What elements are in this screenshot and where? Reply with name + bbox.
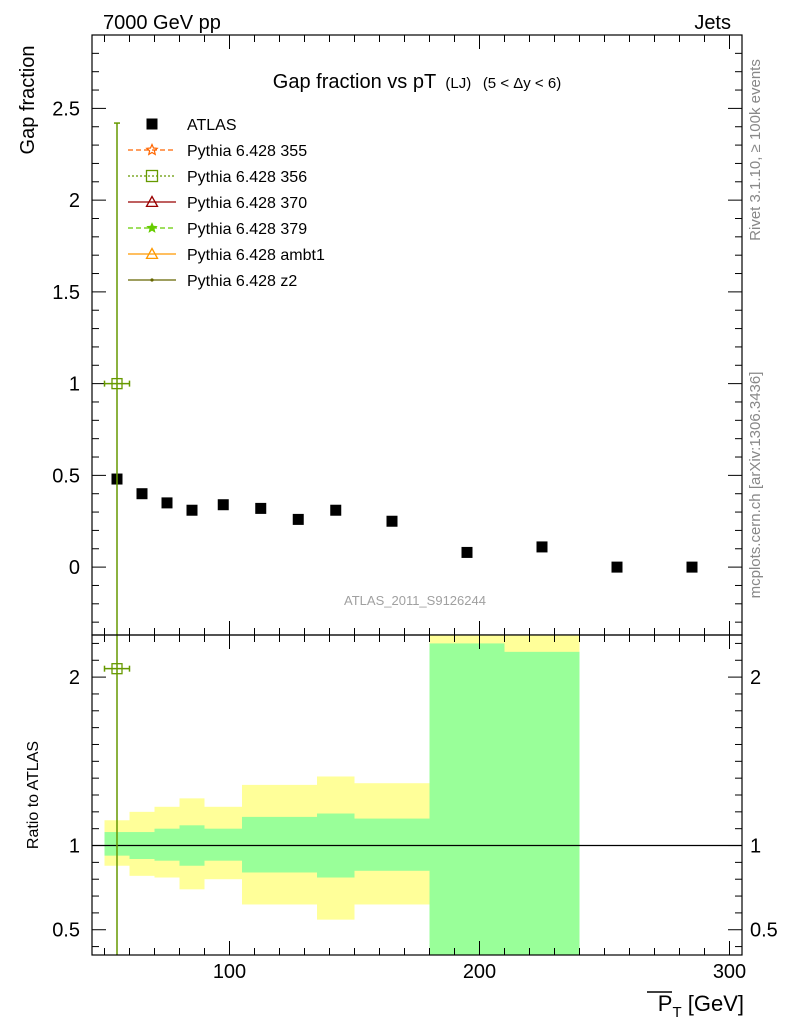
data-point-marker [255, 502, 267, 514]
legend-label-p379: Pythia 6.428 379 [187, 221, 307, 238]
legend-marker-p355 [145, 142, 159, 156]
legend-marker-z2 [150, 278, 154, 282]
ratio-band-inner [429, 643, 505, 955]
top-y-tick-label: 1.5 [52, 282, 80, 304]
legend-item-p356: Pythia 6.428 356 [128, 169, 307, 186]
data-point [255, 502, 267, 514]
ratio-band-inner [242, 816, 280, 873]
legend-marker-p370 [145, 195, 159, 208]
ratio-point-p356 [111, 663, 123, 675]
data-point-marker [461, 546, 473, 558]
top-y-tick-label: 0 [69, 557, 80, 579]
ratio-point-marker-p356 [111, 663, 123, 675]
data-point-marker [186, 504, 198, 516]
plot-title: Gap fraction vs pT (LJ) (5 < Δy < 6) [273, 71, 561, 93]
data-point-marker [161, 497, 173, 509]
ratio-band-inner [354, 818, 430, 871]
legend-item-data: ATLAS [146, 117, 237, 134]
legend-item-p370: Pythia 6.428 370 [128, 195, 307, 212]
legend-label-z2: Pythia 6.428 z2 [187, 273, 297, 290]
legend-label-p355: Pythia 6.428 355 [187, 143, 307, 160]
ratio-band-inner [504, 651, 580, 955]
data-point [611, 561, 623, 573]
data-point [461, 546, 473, 558]
legend-item-p379: Pythia 6.428 379 [128, 221, 307, 238]
data-point-marker [686, 561, 698, 573]
legend-item-p355: Pythia 6.428 355 [128, 142, 307, 160]
ratio-band-inner [154, 828, 180, 861]
side-label-top: Rivet 3.1.10, ≥ 100k events [747, 59, 764, 241]
data-point [292, 513, 304, 525]
legend-marker-p379 [146, 222, 158, 233]
x-axis-label-unit: [GeV] [682, 991, 744, 1016]
legend-label-data: ATLAS [187, 117, 237, 134]
x-axis-label-p: P [658, 991, 673, 1016]
ratio-y-tick-label-left: 0.5 [52, 920, 80, 942]
x-axis-label-t: T [672, 1004, 681, 1021]
top-panel-data [103, 122, 698, 635]
top-y-tick-label: 2 [69, 190, 80, 212]
data-point-marker [217, 499, 229, 511]
x-axis-label: PT [GeV] [658, 991, 744, 1021]
legend-label-ambt1: Pythia 6.428 ambt1 [187, 247, 325, 264]
data-point-marker [611, 561, 623, 573]
ratio-y-tick-label-right: 2 [750, 667, 761, 689]
ratio-y-tick-label-left: 2 [69, 667, 80, 689]
legend-marker-data [146, 118, 158, 130]
ratio-y-tick-label-right: 1 [750, 836, 761, 858]
data-point [536, 541, 548, 553]
ratio-y-tick-label-left: 1 [69, 836, 80, 858]
top-y-tick-label: 1 [69, 374, 80, 396]
top-y-tick-label: 2.5 [52, 98, 80, 120]
legend-label-p370: Pythia 6.428 370 [187, 195, 307, 212]
watermark: ATLAS_2011_S9126244 [344, 593, 486, 608]
data-point-marker [386, 515, 398, 527]
data-point-marker [536, 541, 548, 553]
x-tick-label: 100 [213, 961, 246, 983]
plot-title-sub: (LJ) [445, 75, 471, 92]
data-point-marker [136, 488, 148, 500]
plot-title-main: Gap fraction vs pT [273, 71, 436, 93]
mc-point-marker-p356 [111, 377, 123, 390]
legend-marker-ambt1 [145, 247, 159, 260]
data-point [217, 499, 229, 511]
data-point [136, 488, 148, 500]
data-point [330, 504, 342, 516]
side-label-bottom: mcplots.cern.ch [arXiv:1306.3436] [747, 372, 764, 599]
legend-marker-p356 [145, 169, 159, 183]
legend-label-p356: Pythia 6.428 356 [187, 169, 307, 186]
ratio-bands [92, 635, 742, 955]
top-y-tick-label: 0.5 [52, 465, 80, 487]
legend: ATLAS Pythia 6.428 355 Pythia 6.428 356 Pyt… [128, 117, 325, 290]
x-tick-label: 200 [463, 961, 496, 983]
header-left: 7000 GeV pp [103, 12, 221, 34]
data-point [386, 515, 398, 527]
mc-point-p356 [111, 377, 123, 390]
ratio-y-axis-label: Ratio to ATLAS [25, 741, 42, 849]
ratio-y-tick-label-right: 0.5 [750, 920, 778, 942]
data-point-marker [292, 513, 304, 525]
x-tick-label: 300 [713, 961, 746, 983]
ratio-band-inner [279, 816, 317, 873]
data-point [686, 561, 698, 573]
ratio-panel-data [103, 635, 131, 955]
legend-item-ambt1: Pythia 6.428 ambt1 [128, 247, 325, 264]
top-y-axis-label: Gap fraction [17, 46, 39, 155]
top-panel-ticks: 0 0.5 1 1.5 2 2.5 [52, 35, 742, 635]
plot-title-cut: (5 < Δy < 6) [483, 75, 561, 92]
header-right: Jets [694, 12, 731, 34]
legend-item-z2: Pythia 6.428 z2 [128, 273, 297, 290]
data-point [161, 497, 173, 509]
data-point [186, 504, 198, 516]
ratio-band-inner [204, 828, 242, 861]
data-point-marker [330, 504, 342, 516]
